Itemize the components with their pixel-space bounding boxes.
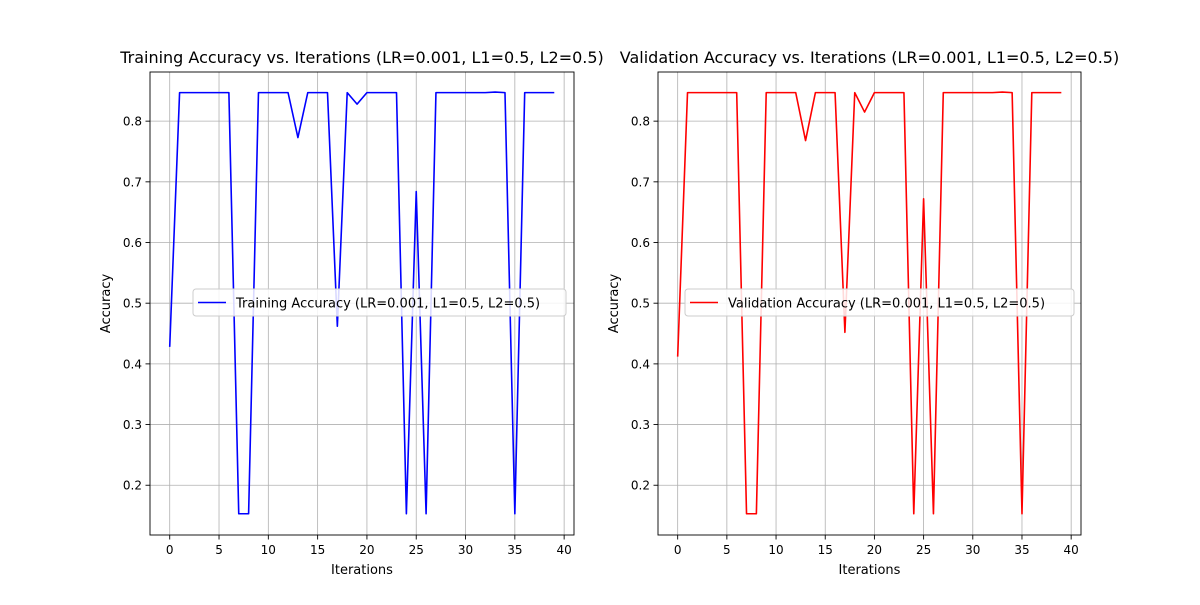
training-x-tick-label: 10 bbox=[261, 543, 276, 557]
training-subplot: 0 5 10 15 20 25 30 35 40 0.2 0.3 0.4 0.5 0.6 0.7 0.8 Tra… bbox=[99, 48, 604, 578]
training-y-tick-label: 0.8 bbox=[123, 115, 142, 129]
training-legend: Training Accuracy (LR=0.001, L1=0.5, L2=… bbox=[192, 288, 567, 317]
training-y-tick-label: 0.2 bbox=[123, 479, 142, 493]
validation-subplot: 0 5 10 15 20 25 30 35 40 0.2 0.3 0.4 0.5 0.6 0.7 0.8 Val… bbox=[607, 48, 1119, 578]
training-x-axis-label: Iterations bbox=[331, 563, 393, 578]
validation-x-tick-label: 30 bbox=[965, 543, 980, 557]
validation-y-tick-label: 0.5 bbox=[631, 297, 650, 311]
training-x-tick-label: 40 bbox=[556, 543, 571, 557]
validation-x-tick-label: 35 bbox=[1014, 543, 1029, 557]
validation-y-axis-label: Accuracy bbox=[607, 274, 622, 334]
validation-y-tick-label: 0.2 bbox=[631, 479, 650, 493]
training-x-tick-label: 20 bbox=[359, 543, 374, 557]
training-legend-box bbox=[192, 288, 567, 317]
training-chart-title: Training Accuracy vs. Iterations (LR=0.0… bbox=[119, 48, 604, 67]
validation-x-tick-label: 40 bbox=[1064, 543, 1079, 557]
validation-y-tick-label: 0.4 bbox=[631, 357, 650, 371]
training-y-tick-label: 0.6 bbox=[123, 236, 142, 250]
validation-y-tick-label: 0.3 bbox=[631, 418, 650, 432]
training-x-tick-label: 15 bbox=[310, 543, 325, 557]
training-x-tick-label: 30 bbox=[458, 543, 473, 557]
training-x-tick-label: 25 bbox=[409, 543, 424, 557]
training-x-tick-label: 35 bbox=[507, 543, 522, 557]
validation-x-axis-label: Iterations bbox=[839, 563, 901, 578]
training-y-tick-label: 0.3 bbox=[123, 418, 142, 432]
validation-x-tick-label: 20 bbox=[867, 543, 882, 557]
training-y-tick-label: 0.5 bbox=[123, 297, 142, 311]
training-y-tick-label: 0.4 bbox=[123, 357, 142, 371]
validation-x-tick-label: 0 bbox=[674, 543, 682, 557]
training-x-tick-label: 5 bbox=[215, 543, 223, 557]
validation-y-tick-label: 0.7 bbox=[631, 175, 650, 189]
validation-x-tick-label: 5 bbox=[723, 543, 731, 557]
training-y-tick-label: 0.7 bbox=[123, 175, 142, 189]
validation-x-tick-label: 10 bbox=[768, 543, 783, 557]
training-legend-label: Training Accuracy (LR=0.001, L1=0.5, L2=… bbox=[235, 297, 540, 312]
validation-legend-label: Validation Accuracy (LR=0.001, L1=0.5, L… bbox=[728, 297, 1045, 312]
validation-x-tick-label: 15 bbox=[818, 543, 833, 557]
validation-legend-box bbox=[684, 288, 1075, 317]
validation-y-tick-label: 0.6 bbox=[631, 236, 650, 250]
validation-legend: Validation Accuracy (LR=0.001, L1=0.5, L… bbox=[684, 288, 1075, 317]
validation-chart-title: Validation Accuracy vs. Iterations (LR=0… bbox=[620, 48, 1119, 67]
training-y-axis-label: Accuracy bbox=[99, 274, 114, 334]
training-x-tick-label: 0 bbox=[166, 543, 174, 557]
validation-x-tick-label: 25 bbox=[916, 543, 931, 557]
validation-y-tick-label: 0.8 bbox=[631, 115, 650, 129]
